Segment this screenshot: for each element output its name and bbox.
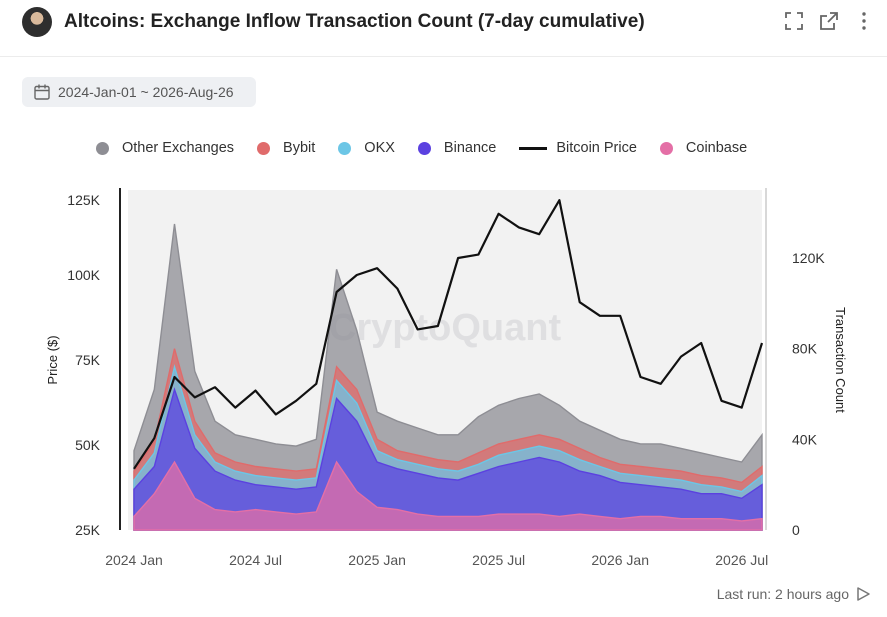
legend-item-bitcoin-price[interactable]: Bitcoin Price bbox=[519, 140, 637, 156]
last-run-status: Last run: 2 hours ago bbox=[717, 586, 871, 602]
x-tick-label: 2024 Jan bbox=[105, 552, 163, 568]
legend-swatch bbox=[257, 141, 271, 155]
legend-label: Bybit bbox=[283, 140, 316, 156]
left-tick-label: 100K bbox=[67, 267, 100, 283]
avatar[interactable] bbox=[22, 7, 52, 37]
page-title: Altcoins: Exchange Inflow Transaction Co… bbox=[64, 11, 645, 32]
watermark: CryptoQuant bbox=[329, 307, 562, 349]
legend-label: Binance bbox=[443, 140, 497, 156]
left-tick-label: 25K bbox=[75, 522, 101, 538]
right-tick-label: 0 bbox=[792, 522, 800, 538]
left-tick-label: 125K bbox=[67, 192, 100, 208]
x-tick-label: 2025 Jan bbox=[348, 552, 406, 568]
calendar-icon bbox=[34, 84, 50, 100]
series-area-other-exchanges bbox=[133, 223, 763, 531]
legend-swatch bbox=[96, 141, 109, 155]
left-tick-label: 50K bbox=[75, 437, 101, 453]
more-vertical-icon[interactable] bbox=[853, 10, 875, 32]
expand-icon[interactable] bbox=[783, 10, 805, 32]
x-tick-label: 2024 Jul bbox=[229, 552, 282, 568]
right-tick-label: 40K bbox=[792, 431, 818, 447]
legend-swatch bbox=[659, 141, 673, 155]
legend-item-other-exchanges[interactable]: Other Exchanges bbox=[96, 140, 234, 156]
series-area-binance bbox=[133, 387, 763, 531]
legend-item-coinbase[interactable]: Coinbase bbox=[659, 140, 748, 156]
legend-item-binance[interactable]: Binance bbox=[417, 140, 497, 156]
x-tick-label: 2026 Jan bbox=[591, 552, 649, 568]
date-range-picker[interactable]: 2024-Jan-01 ~ 2026-Aug-26 bbox=[22, 77, 256, 107]
legend-item-okx[interactable]: OKX bbox=[338, 140, 395, 156]
date-range-label: 2024-Jan-01 ~ 2026-Aug-26 bbox=[58, 84, 234, 100]
chart-legend: Other Exchanges Bybit OKX Binance Bitcoin Pr… bbox=[96, 138, 770, 158]
left-axis-label: Price ($) bbox=[45, 335, 60, 384]
legend-item-bybit[interactable]: Bybit bbox=[257, 140, 315, 156]
right-tick-label: 80K bbox=[792, 341, 818, 357]
x-tick-label: 2026 Jul bbox=[715, 552, 768, 568]
x-tick-label: 2025 Jul bbox=[472, 552, 525, 568]
series-area-coinbase bbox=[133, 460, 763, 531]
right-tick-label: 120K bbox=[792, 250, 825, 266]
legend-label: Other Exchanges bbox=[122, 140, 235, 156]
chart-plot: CryptoQuant 25K 50K 75K 100K 125K Price ($) 0 40… bbox=[45, 188, 848, 568]
legend-swatch bbox=[519, 146, 548, 150]
legend-label: OKX bbox=[364, 140, 395, 156]
header: Altcoins: Exchange Inflow Transaction Co… bbox=[0, 0, 887, 57]
legend-swatch bbox=[338, 141, 352, 155]
legend-swatch bbox=[417, 141, 431, 155]
play-icon[interactable] bbox=[855, 586, 871, 602]
right-axis-label: Transaction Count bbox=[833, 307, 848, 413]
last-run-label: Last run: 2 hours ago bbox=[716, 586, 849, 602]
legend-label: Coinbase bbox=[685, 140, 748, 156]
left-tick-label: 75K bbox=[75, 352, 101, 368]
legend-label: Bitcoin Price bbox=[556, 140, 637, 156]
series-line-bitcoin-price bbox=[133, 199, 764, 470]
external-link-icon[interactable] bbox=[818, 10, 840, 32]
